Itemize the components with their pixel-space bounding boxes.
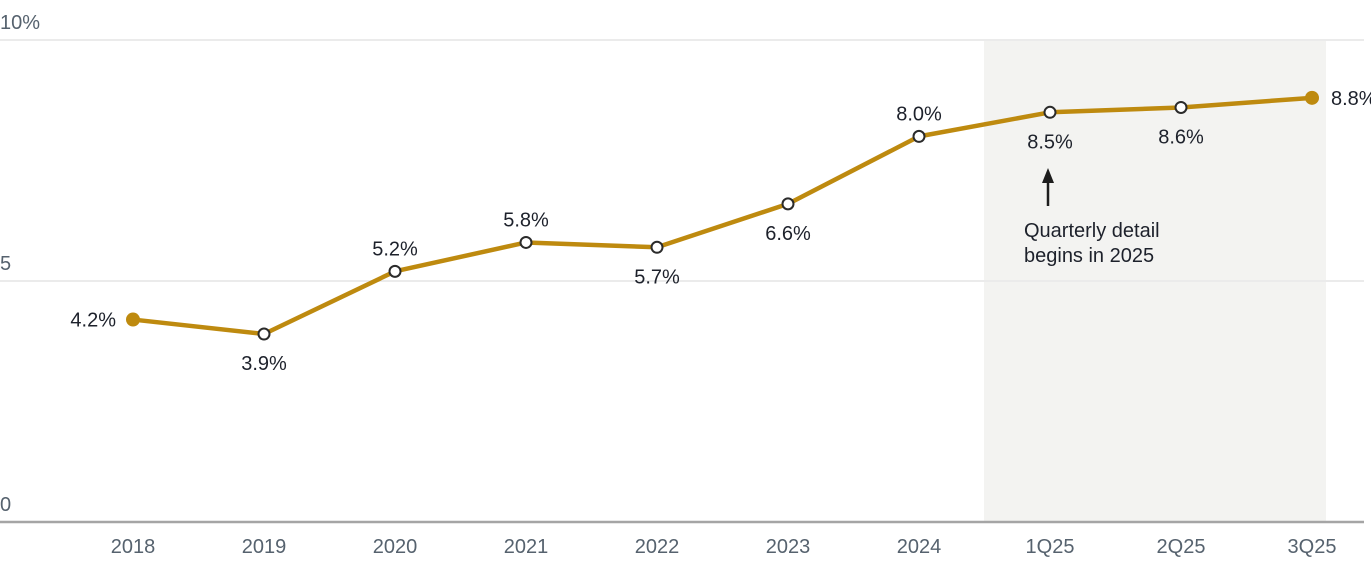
x-tick-label-3Q25: 3Q25 bbox=[1288, 536, 1337, 558]
data-point-2018 bbox=[126, 312, 140, 327]
data-point-2Q25 bbox=[1174, 100, 1188, 114]
annotation-arrow-up-icon bbox=[1042, 168, 1054, 183]
data-label-2023: 6.6% bbox=[765, 223, 811, 245]
data-point-2020 bbox=[388, 264, 402, 278]
x-tick-label-2018: 2018 bbox=[111, 536, 156, 558]
data-label-2018: 4.2% bbox=[70, 310, 116, 332]
data-label-3Q25: 8.8% bbox=[1331, 88, 1371, 110]
data-label-1Q25: 8.5% bbox=[1027, 131, 1073, 153]
y-tick-label-10: 10% bbox=[0, 12, 40, 34]
data-point-2021 bbox=[519, 235, 533, 249]
x-tick-label-2Q25: 2Q25 bbox=[1157, 536, 1206, 558]
data-point-2023 bbox=[781, 197, 795, 211]
data-label-2019: 3.9% bbox=[241, 353, 287, 375]
data-point-2024 bbox=[912, 129, 926, 143]
y-tick-label-5: 5 bbox=[0, 253, 11, 275]
data-label-2021: 5.8% bbox=[503, 209, 549, 231]
x-tick-label-2024: 2024 bbox=[897, 536, 942, 558]
annotation-line-2: begins in 2025 bbox=[1024, 245, 1154, 267]
data-point-2019 bbox=[257, 327, 271, 341]
x-tick-label-2023: 2023 bbox=[766, 536, 811, 558]
data-label-2024: 8.0% bbox=[896, 103, 942, 125]
x-tick-label-2019: 2019 bbox=[242, 536, 287, 558]
y-tick-label-0: 0 bbox=[0, 494, 11, 516]
data-label-2020: 5.2% bbox=[372, 238, 418, 260]
x-tick-label-2022: 2022 bbox=[635, 536, 680, 558]
x-tick-label-2020: 2020 bbox=[373, 536, 418, 558]
annotation-line-1: Quarterly detail bbox=[1024, 220, 1160, 242]
data-point-3Q25 bbox=[1305, 90, 1319, 105]
data-point-1Q25 bbox=[1043, 105, 1057, 119]
x-tick-label-1Q25: 1Q25 bbox=[1026, 536, 1075, 558]
series-line bbox=[130, 95, 1315, 337]
data-label-2Q25: 8.6% bbox=[1158, 126, 1204, 148]
data-label-2022: 5.7% bbox=[634, 266, 680, 288]
data-point-2022 bbox=[650, 240, 664, 254]
x-tick-label-2021: 2021 bbox=[504, 536, 549, 558]
